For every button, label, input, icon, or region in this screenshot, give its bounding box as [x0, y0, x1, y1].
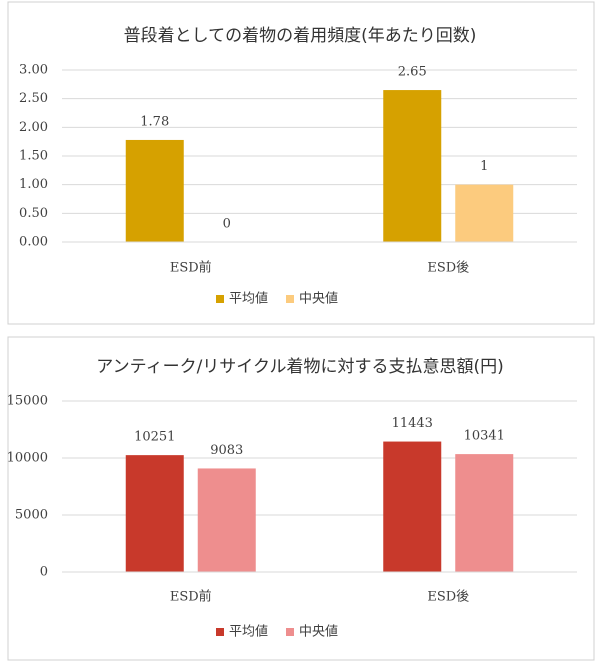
legend-label: 中央値 [299, 624, 338, 640]
y-tick-label: 5000 [15, 508, 48, 523]
bar [455, 454, 514, 572]
legend-swatch [216, 295, 224, 303]
data-label: 0 [223, 217, 231, 232]
bar [197, 468, 256, 572]
data-label: 9083 [210, 443, 243, 458]
data-label: 1.78 [140, 114, 169, 129]
legend-label: 平均値 [229, 291, 268, 307]
data-label: 2.65 [398, 65, 427, 80]
bar [125, 455, 184, 572]
legend-label: 平均値 [229, 624, 268, 640]
data-label: 10251 [134, 430, 175, 445]
chart-title: アンティーク/リサイクル着物に対する支払意思額(円) [96, 357, 503, 377]
y-tick-label: 10000 [7, 451, 48, 466]
bar [455, 184, 514, 242]
bar [383, 441, 442, 572]
data-label: 11443 [392, 416, 433, 431]
legend-swatch [286, 295, 294, 303]
data-label: 10341 [464, 429, 505, 444]
x-tick-label: ESD前 [170, 260, 212, 276]
legend-label: 中央値 [299, 291, 338, 307]
x-tick-label: ESD後 [427, 261, 469, 276]
legend-swatch [286, 628, 294, 636]
y-tick-label: 0.50 [19, 206, 48, 221]
y-tick-label: 2.50 [19, 91, 48, 106]
x-tick-label: ESD後 [427, 590, 469, 605]
y-tick-label: 3.00 [19, 63, 48, 78]
y-tick-label: 1.50 [19, 149, 48, 164]
data-label: 1 [480, 159, 488, 174]
y-tick-label: 2.00 [19, 120, 48, 135]
y-tick-label: 15000 [7, 394, 48, 409]
bar [383, 90, 442, 242]
chart-title: 普段着としての着物の着用頻度(年あたり回数) [124, 26, 477, 46]
legend-swatch [216, 628, 224, 636]
x-tick-label: ESD前 [170, 589, 212, 605]
y-tick-label: 1.00 [19, 177, 48, 192]
bar [125, 139, 184, 242]
y-tick-label: 0.00 [19, 235, 48, 250]
y-tick-label: 0 [40, 565, 48, 580]
chart-frame [7, 1, 595, 325]
